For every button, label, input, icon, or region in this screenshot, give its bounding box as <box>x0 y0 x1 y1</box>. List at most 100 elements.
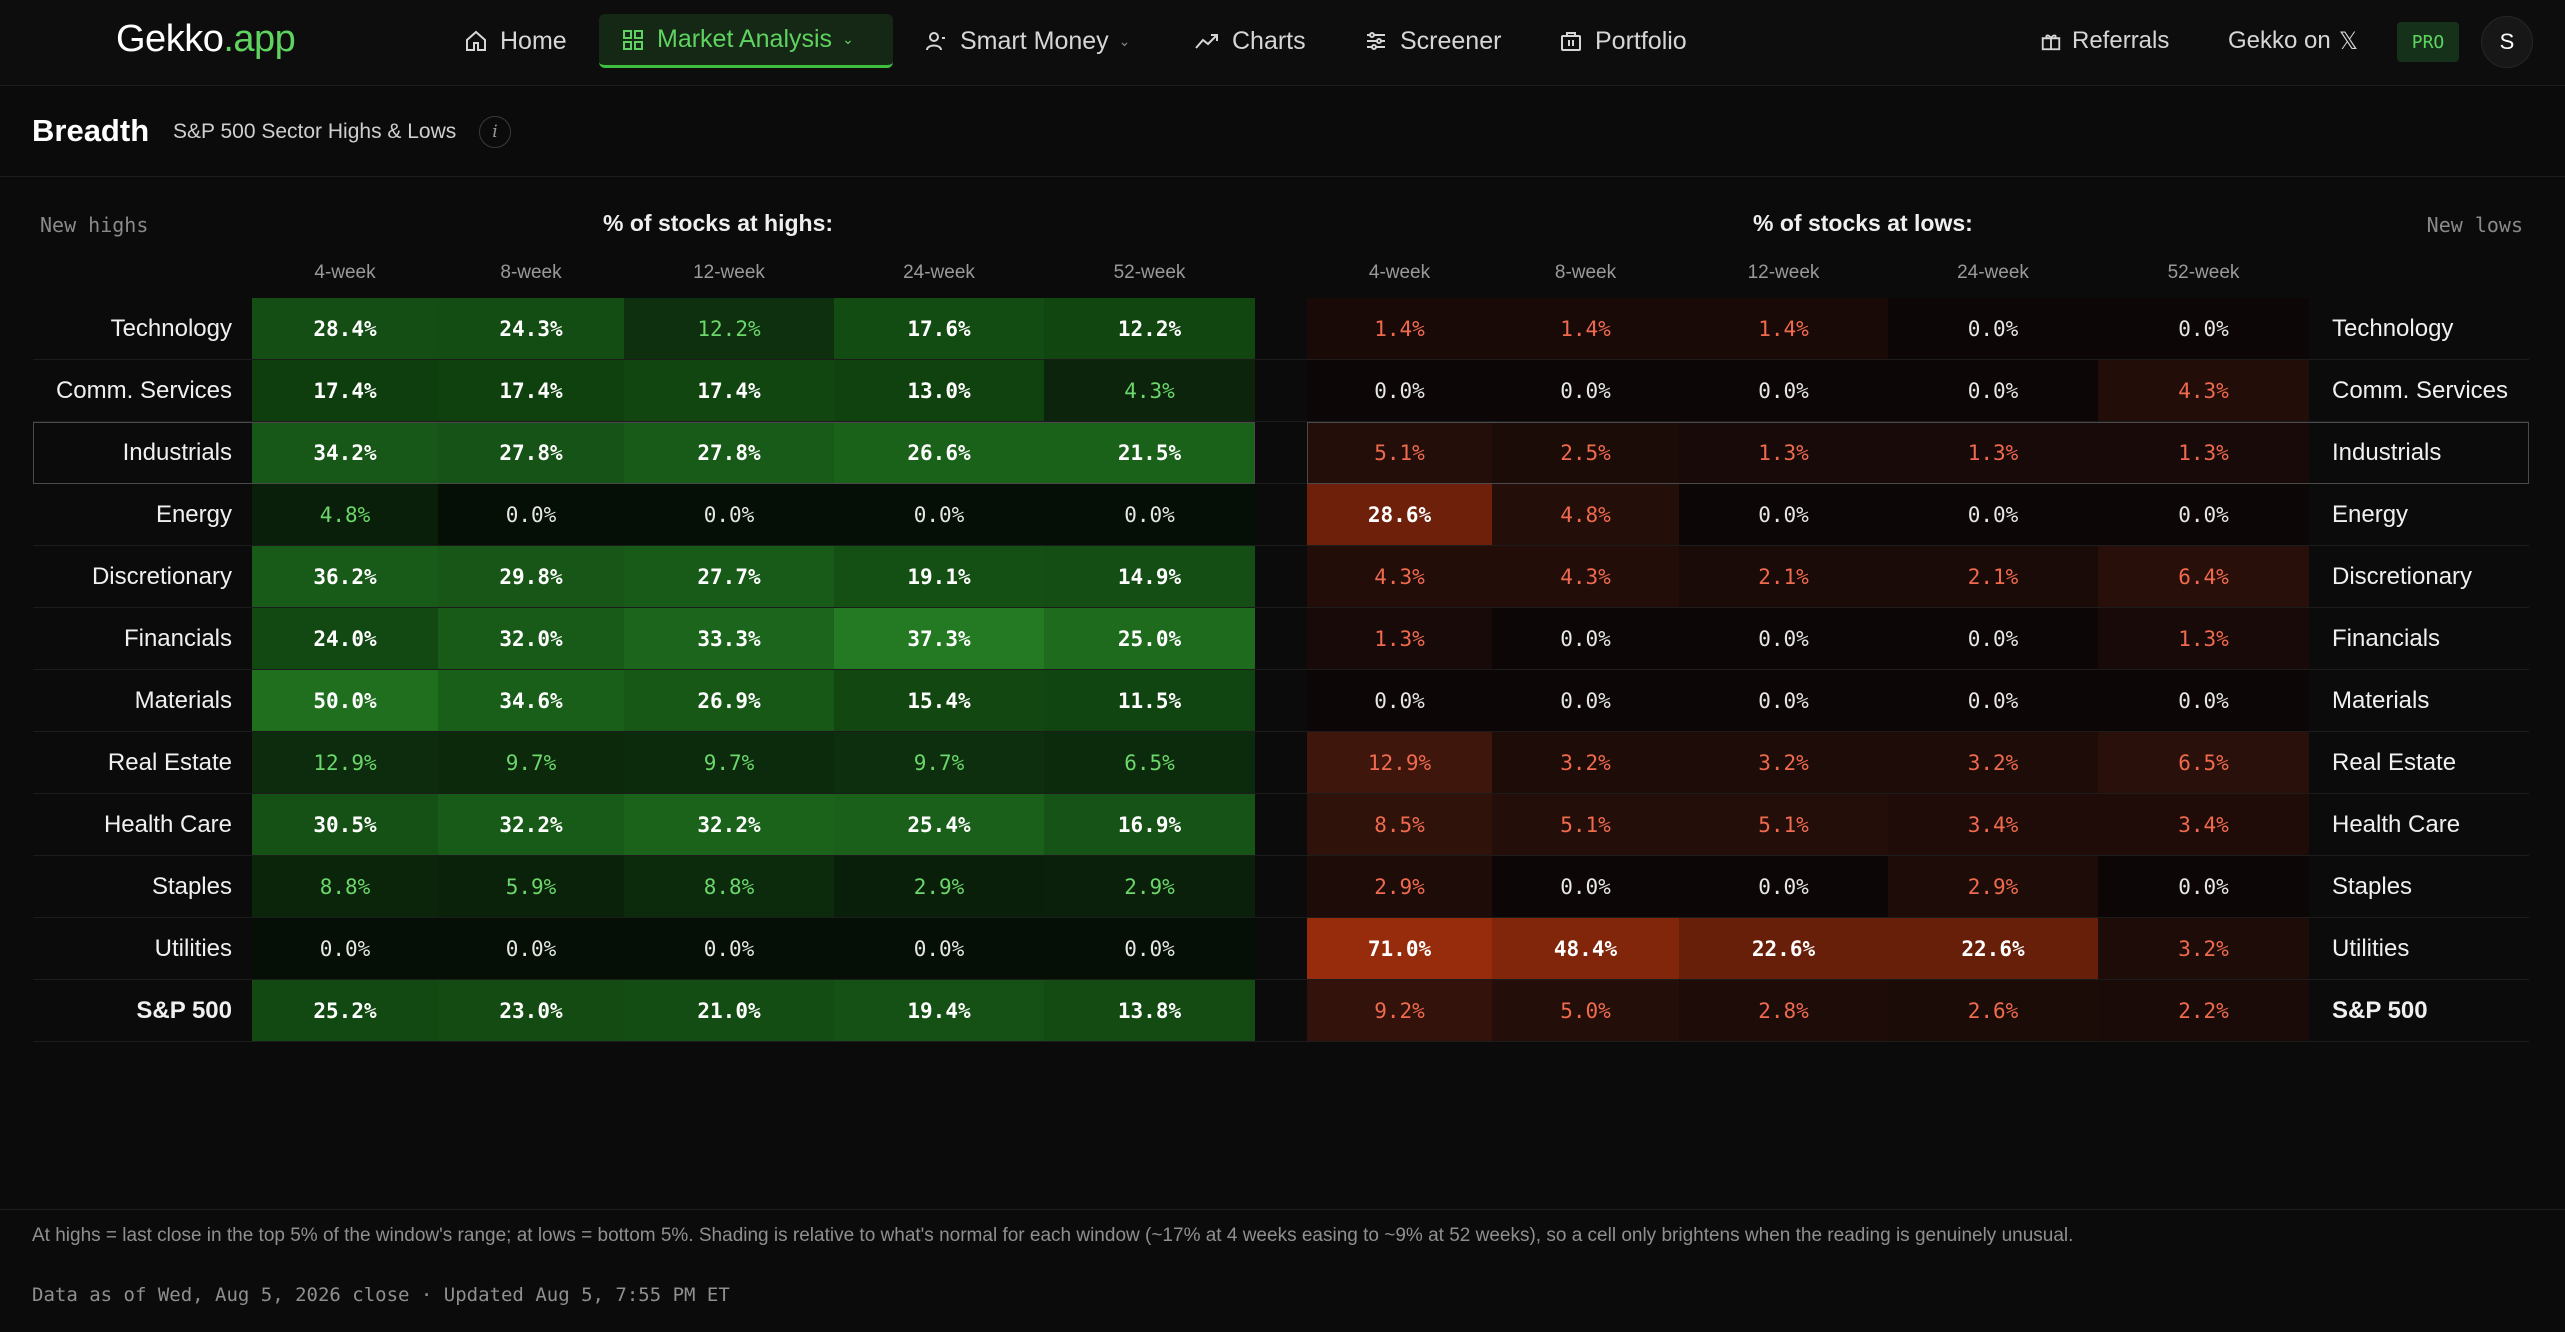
lows-cell[interactable]: 3.2% <box>2098 918 2309 980</box>
lows-cell[interactable]: 0.0% <box>1679 608 1888 670</box>
sector-label-left[interactable]: Staples <box>151 873 232 900</box>
lows-cell[interactable]: 1.4% <box>1492 298 1679 360</box>
highs-cell[interactable]: 50.0% <box>252 670 438 732</box>
highs-cell[interactable]: 5.9% <box>438 856 624 918</box>
highs-cell[interactable]: 30.5% <box>252 794 438 856</box>
lows-cell[interactable]: 0.0% <box>1679 856 1888 918</box>
highs-cell[interactable]: 28.4% <box>252 298 438 360</box>
sector-label-left[interactable]: Technology <box>110 315 232 342</box>
nav-home[interactable]: Home <box>442 14 589 68</box>
sector-label-right[interactable]: Staples <box>2332 873 2413 900</box>
highs-cell[interactable]: 0.0% <box>834 484 1044 546</box>
sector-label-left[interactable]: Financials <box>123 625 232 652</box>
lows-cell[interactable]: 0.0% <box>1492 360 1679 422</box>
lows-cell[interactable]: 4.3% <box>1307 546 1492 608</box>
lows-cell[interactable]: 5.1% <box>1679 794 1888 856</box>
logo[interactable]: Gekko.app <box>116 18 296 61</box>
highs-cell[interactable]: 13.8% <box>1044 980 1255 1042</box>
nav-portfolio[interactable]: Portfolio <box>1537 14 1709 68</box>
pro-badge[interactable]: PRO <box>2397 22 2459 62</box>
sector-label-left[interactable]: Materials <box>134 687 232 714</box>
highs-cell[interactable]: 16.9% <box>1044 794 1255 856</box>
lows-cell[interactable]: 71.0% <box>1307 918 1492 980</box>
lows-cell[interactable]: 22.6% <box>1679 918 1888 980</box>
highs-cell[interactable]: 12.2% <box>1044 298 1255 360</box>
lows-cell[interactable]: 0.0% <box>1888 360 2098 422</box>
highs-cell[interactable]: 12.9% <box>252 732 438 794</box>
lows-cell[interactable]: 2.9% <box>1307 856 1492 918</box>
highs-cell[interactable]: 25.4% <box>834 794 1044 856</box>
highs-cell[interactable]: 21.0% <box>624 980 834 1042</box>
highs-cell[interactable]: 33.3% <box>624 608 834 670</box>
nav-charts[interactable]: Charts <box>1172 14 1328 68</box>
lows-cell[interactable]: 1.3% <box>2098 422 2309 484</box>
highs-cell[interactable]: 17.6% <box>834 298 1044 360</box>
lows-cell[interactable]: 3.2% <box>1679 732 1888 794</box>
lows-cell[interactable]: 0.0% <box>2098 298 2309 360</box>
sector-label-right[interactable]: Materials <box>2332 687 2430 714</box>
lows-cell[interactable]: 0.0% <box>2098 484 2309 546</box>
highs-cell[interactable]: 14.9% <box>1044 546 1255 608</box>
sector-label-left[interactable]: Industrials <box>122 439 232 466</box>
highs-cell[interactable]: 0.0% <box>624 918 834 980</box>
highs-cell[interactable]: 13.0% <box>834 360 1044 422</box>
highs-cell[interactable]: 27.8% <box>624 422 834 484</box>
lows-cell[interactable]: 5.1% <box>1492 794 1679 856</box>
highs-cell[interactable]: 21.5% <box>1044 422 1255 484</box>
sector-label-right[interactable]: Real Estate <box>2332 749 2457 776</box>
referrals-link[interactable]: Referrals <box>2040 14 2169 68</box>
sector-label-left[interactable]: S&P 500 <box>136 997 232 1024</box>
highs-cell[interactable]: 0.0% <box>438 918 624 980</box>
lows-cell[interactable]: 1.3% <box>1307 608 1492 670</box>
highs-cell[interactable]: 4.8% <box>252 484 438 546</box>
sector-label-left[interactable]: Health Care <box>103 811 232 838</box>
highs-cell[interactable]: 17.4% <box>624 360 834 422</box>
sector-label-right[interactable]: Energy <box>2332 501 2409 528</box>
nav-screener[interactable]: Screener <box>1342 14 1523 68</box>
highs-cell[interactable]: 24.3% <box>438 298 624 360</box>
lows-cell[interactable]: 3.4% <box>2098 794 2309 856</box>
lows-cell[interactable]: 0.0% <box>1307 670 1492 732</box>
highs-cell[interactable]: 0.0% <box>438 484 624 546</box>
highs-cell[interactable]: 36.2% <box>252 546 438 608</box>
sector-label-right[interactable]: Utilities <box>2332 935 2410 962</box>
highs-cell[interactable]: 25.2% <box>252 980 438 1042</box>
sector-label-right[interactable]: S&P 500 <box>2332 997 2428 1024</box>
lows-cell[interactable]: 0.0% <box>1492 670 1679 732</box>
highs-cell[interactable]: 2.9% <box>834 856 1044 918</box>
lows-cell[interactable]: 6.5% <box>2098 732 2309 794</box>
lows-cell[interactable]: 8.5% <box>1307 794 1492 856</box>
highs-cell[interactable]: 19.4% <box>834 980 1044 1042</box>
sector-label-right[interactable]: Health Care <box>2332 811 2461 838</box>
lows-cell[interactable]: 3.2% <box>1492 732 1679 794</box>
sector-label-left[interactable]: Energy <box>155 501 232 528</box>
highs-cell[interactable]: 34.2% <box>252 422 438 484</box>
highs-cell[interactable]: 23.0% <box>438 980 624 1042</box>
avatar[interactable]: S <box>2481 16 2533 68</box>
sector-label-right[interactable]: Comm. Services <box>2332 377 2509 404</box>
gekko-on-x-link[interactable]: Gekko on 𝕏 <box>2228 14 2358 68</box>
highs-cell[interactable]: 4.3% <box>1044 360 1255 422</box>
lows-cell[interactable]: 2.5% <box>1492 422 1679 484</box>
highs-cell[interactable]: 0.0% <box>624 484 834 546</box>
highs-cell[interactable]: 32.2% <box>624 794 834 856</box>
lows-cell[interactable]: 9.2% <box>1307 980 1492 1042</box>
lows-cell[interactable]: 48.4% <box>1492 918 1679 980</box>
highs-cell[interactable]: 2.9% <box>1044 856 1255 918</box>
highs-cell[interactable]: 8.8% <box>252 856 438 918</box>
highs-cell[interactable]: 8.8% <box>624 856 834 918</box>
lows-cell[interactable]: 6.4% <box>2098 546 2309 608</box>
highs-cell[interactable]: 9.7% <box>438 732 624 794</box>
highs-cell[interactable]: 34.6% <box>438 670 624 732</box>
highs-cell[interactable]: 0.0% <box>1044 918 1255 980</box>
highs-cell[interactable]: 0.0% <box>1044 484 1255 546</box>
highs-cell[interactable]: 11.5% <box>1044 670 1255 732</box>
lows-cell[interactable]: 22.6% <box>1888 918 2098 980</box>
lows-cell[interactable]: 28.6% <box>1307 484 1492 546</box>
lows-cell[interactable]: 2.1% <box>1888 546 2098 608</box>
lows-cell[interactable]: 4.3% <box>2098 360 2309 422</box>
highs-cell[interactable]: 29.8% <box>438 546 624 608</box>
sector-label-left[interactable]: Discretionary <box>91 563 232 590</box>
lows-cell[interactable]: 12.9% <box>1307 732 1492 794</box>
highs-cell[interactable]: 26.9% <box>624 670 834 732</box>
